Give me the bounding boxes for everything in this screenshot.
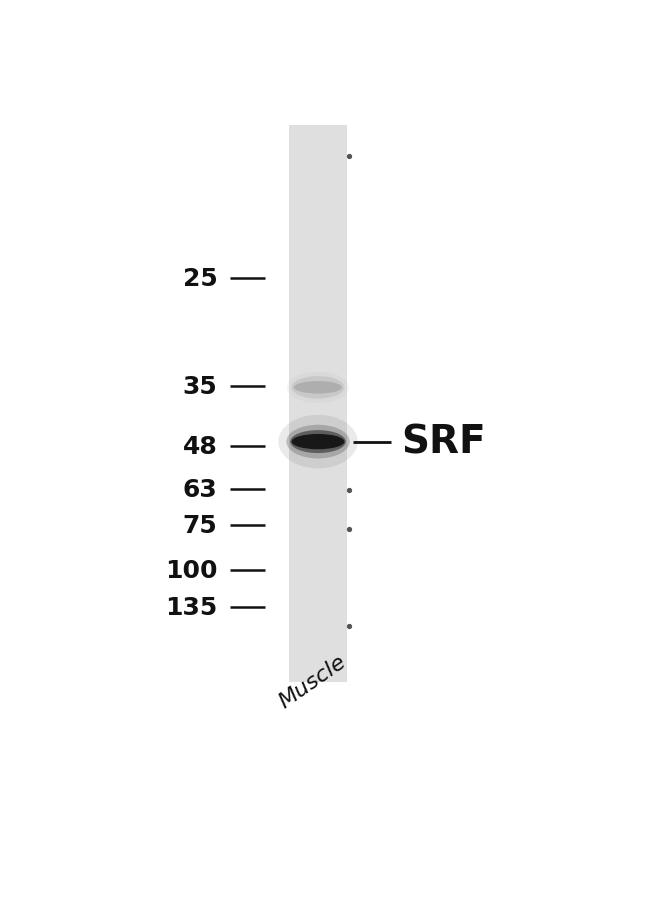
Text: SRF: SRF <box>401 424 486 461</box>
Text: 35: 35 <box>183 375 217 398</box>
Ellipse shape <box>278 415 358 469</box>
Ellipse shape <box>292 434 345 450</box>
Text: 48: 48 <box>183 435 217 459</box>
Text: Muscle: Muscle <box>275 650 350 711</box>
Text: 25: 25 <box>183 266 217 291</box>
Text: 135: 135 <box>165 596 217 619</box>
Ellipse shape <box>287 372 349 404</box>
Text: 75: 75 <box>183 514 217 537</box>
Ellipse shape <box>294 382 342 394</box>
Text: 63: 63 <box>183 478 217 501</box>
Ellipse shape <box>292 377 345 399</box>
Ellipse shape <box>286 425 350 459</box>
Bar <box>289 126 347 682</box>
Text: 100: 100 <box>164 558 217 582</box>
Ellipse shape <box>291 431 346 453</box>
